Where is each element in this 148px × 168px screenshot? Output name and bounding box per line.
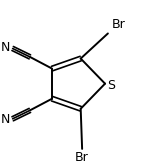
Text: Br: Br	[111, 18, 125, 31]
Text: N: N	[1, 41, 11, 54]
Text: N: N	[1, 113, 11, 126]
Text: Br: Br	[75, 151, 89, 164]
Text: S: S	[107, 79, 115, 92]
